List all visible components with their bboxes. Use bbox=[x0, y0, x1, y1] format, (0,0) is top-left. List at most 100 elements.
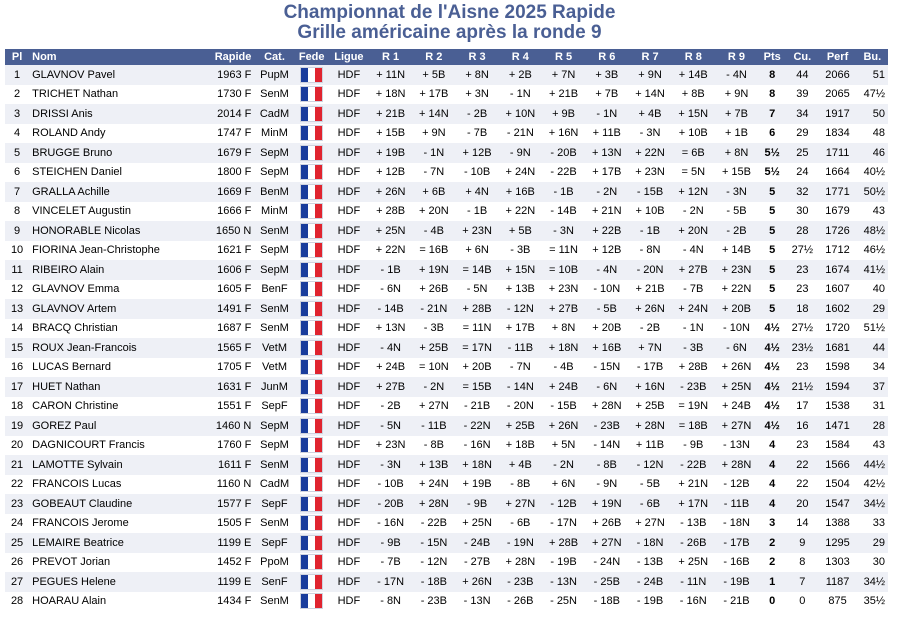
column-header[interactable]: R 2 bbox=[412, 49, 456, 65]
round-result-cell: + 13N bbox=[369, 318, 413, 338]
cumulative-cell: 23 bbox=[786, 435, 819, 455]
league-cell: HDF bbox=[328, 201, 369, 221]
points-cell: 3 bbox=[758, 513, 787, 533]
round-result-cell: + 6N bbox=[455, 240, 499, 260]
rating-cell: 1800 F bbox=[202, 162, 255, 182]
round-result-cell: - 7B bbox=[369, 552, 413, 572]
round-result-cell: + 5N bbox=[541, 435, 586, 455]
column-header[interactable]: Pl bbox=[5, 49, 30, 65]
buchholz-cell: 40 bbox=[856, 279, 888, 299]
round-result-cell: - 16N bbox=[369, 513, 413, 533]
buchholz-cell: 35½ bbox=[856, 591, 888, 611]
column-header[interactable]: Bu. bbox=[856, 49, 888, 65]
round-result-cell: - 6N bbox=[369, 279, 413, 299]
league-cell: HDF bbox=[328, 338, 369, 358]
points-cell: 8 bbox=[758, 65, 787, 85]
france-flag-icon bbox=[300, 105, 324, 122]
column-header[interactable]: Perf bbox=[818, 49, 857, 65]
buchholz-cell: 48 bbox=[856, 123, 888, 143]
category-cell: SepM bbox=[254, 416, 295, 436]
buchholz-cell: 28 bbox=[856, 416, 888, 436]
table-row: 14 BRACQ Christian 1687 F SenM HDF + 13N - 3B =… bbox=[5, 318, 888, 338]
player-name-cell: CARON Christine bbox=[29, 396, 203, 416]
round-result-cell: - 26B bbox=[498, 591, 542, 611]
rating-cell: 1505 F bbox=[202, 513, 255, 533]
round-result-cell: = 18B bbox=[671, 416, 715, 436]
buchholz-cell: 46 bbox=[856, 143, 888, 163]
round-result-cell: + 2B bbox=[498, 65, 542, 85]
round-result-cell: - 2N bbox=[585, 182, 629, 202]
column-header[interactable]: R 4 bbox=[498, 49, 542, 65]
points-cell: 4½ bbox=[758, 396, 787, 416]
round-result-cell: + 19B bbox=[455, 474, 499, 494]
round-result-cell: + 28B bbox=[369, 201, 413, 221]
round-result-cell: + 26N bbox=[541, 416, 586, 436]
round-result-cell: - 12N bbox=[498, 299, 542, 319]
federation-cell bbox=[294, 572, 329, 592]
column-header[interactable]: R 3 bbox=[455, 49, 499, 65]
player-name-cell: FRANCOIS Jerome bbox=[29, 513, 203, 533]
column-header[interactable]: R 1 bbox=[369, 49, 413, 65]
round-result-cell: + 19N bbox=[412, 260, 456, 280]
rating-cell: 1551 F bbox=[202, 396, 255, 416]
column-header[interactable]: Nom bbox=[29, 49, 203, 65]
column-header[interactable]: Rapide bbox=[202, 49, 255, 65]
round-result-cell: + 27N bbox=[628, 513, 672, 533]
place-cell: 25 bbox=[5, 533, 30, 553]
column-header[interactable]: R 6 bbox=[585, 49, 629, 65]
federation-cell bbox=[294, 474, 329, 494]
round-result-cell: + 7N bbox=[541, 65, 586, 85]
round-result-cell: - 16N bbox=[455, 435, 499, 455]
round-result-cell: - 13B bbox=[671, 513, 715, 533]
rating-cell: 1705 F bbox=[202, 357, 255, 377]
federation-cell bbox=[294, 435, 329, 455]
league-cell: HDF bbox=[328, 84, 369, 104]
france-flag-icon bbox=[300, 398, 324, 415]
column-header[interactable]: R 9 bbox=[714, 49, 759, 65]
round-result-cell: + 12B bbox=[585, 240, 629, 260]
category-cell: PupM bbox=[254, 65, 295, 85]
performance-cell: 1504 bbox=[818, 474, 857, 494]
player-name-cell: GLAVNOV Artem bbox=[29, 299, 203, 319]
column-header[interactable]: R 7 bbox=[628, 49, 672, 65]
place-cell: 26 bbox=[5, 552, 30, 572]
cumulative-cell: 20 bbox=[786, 494, 819, 514]
cumulative-cell: 16 bbox=[786, 416, 819, 436]
round-result-cell: + 17B bbox=[412, 84, 456, 104]
round-result-cell: - 20B bbox=[369, 494, 413, 514]
place-cell: 10 bbox=[5, 240, 30, 260]
round-result-cell: - 11B bbox=[714, 494, 759, 514]
points-cell: 8 bbox=[758, 84, 787, 104]
category-cell: MinM bbox=[254, 201, 295, 221]
performance-cell: 1771 bbox=[818, 182, 857, 202]
round-result-cell: + 28B bbox=[671, 357, 715, 377]
round-result-cell: + 26N bbox=[369, 182, 413, 202]
place-cell: 13 bbox=[5, 299, 30, 319]
round-result-cell: - 19B bbox=[714, 572, 759, 592]
round-result-cell: - 11B bbox=[498, 338, 542, 358]
round-result-cell: - 8N bbox=[628, 240, 672, 260]
france-flag-icon bbox=[300, 261, 324, 278]
column-header[interactable]: Cu. bbox=[786, 49, 819, 65]
buchholz-cell: 34½ bbox=[856, 572, 888, 592]
column-header[interactable]: R 8 bbox=[671, 49, 715, 65]
buchholz-cell: 30 bbox=[856, 552, 888, 572]
column-header[interactable]: Cat. bbox=[254, 49, 295, 65]
cumulative-cell: 27½ bbox=[786, 240, 819, 260]
round-result-cell: + 15B bbox=[714, 162, 759, 182]
round-result-cell: - 4N bbox=[714, 65, 759, 85]
round-result-cell: + 7N bbox=[628, 338, 672, 358]
column-header[interactable]: Fede bbox=[294, 49, 329, 65]
performance-cell: 1711 bbox=[818, 143, 857, 163]
column-header[interactable]: Pts bbox=[758, 49, 787, 65]
round-result-cell: + 25B bbox=[498, 416, 542, 436]
cumulative-cell: 21½ bbox=[786, 377, 819, 397]
round-result-cell: + 18N bbox=[369, 84, 413, 104]
points-cell: 4 bbox=[758, 435, 787, 455]
federation-cell bbox=[294, 123, 329, 143]
column-header[interactable]: R 5 bbox=[541, 49, 586, 65]
column-header[interactable]: Ligue bbox=[328, 49, 369, 65]
round-result-cell: - 9N bbox=[498, 143, 542, 163]
round-result-cell: = 10B bbox=[541, 260, 586, 280]
